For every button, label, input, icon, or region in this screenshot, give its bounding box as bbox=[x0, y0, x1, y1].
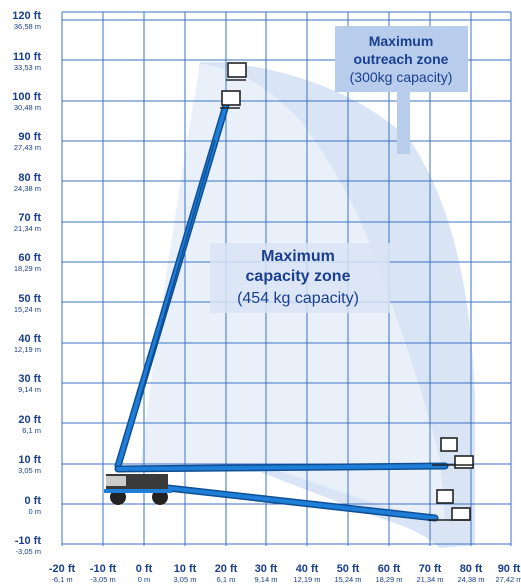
y-tick-m-label: 24,38 m bbox=[14, 184, 41, 193]
y-tick-ft-label: 40 ft bbox=[18, 333, 41, 345]
outreach-zone-label-box bbox=[335, 26, 468, 92]
y-tick-ft-label: 90 ft bbox=[18, 131, 41, 143]
x-tick-ft-label: 90 ft bbox=[498, 563, 521, 575]
capacity-zone-title-line1: Maximum bbox=[261, 248, 335, 265]
y-tick-ft-label: 120 ft bbox=[12, 10, 41, 22]
x-tick-ft-label: 40 ft bbox=[296, 563, 319, 575]
x-tick-ft-label: 0 ft bbox=[136, 563, 153, 575]
y-tick-m-label: 30,48 m bbox=[14, 103, 41, 112]
y-tick-m-label: 6,1 m bbox=[22, 426, 41, 435]
platform-extended-icon bbox=[432, 437, 474, 469]
y-tick-ft-label: 20 ft bbox=[18, 414, 41, 426]
x-tick-m-label: 24,38 m bbox=[457, 575, 484, 584]
y-tick-ft-label: 0 ft bbox=[25, 495, 42, 507]
x-tick-m-label: -6,1 m bbox=[51, 575, 72, 584]
y-tick-ft-label: 30 ft bbox=[18, 373, 41, 385]
y-tick-ft-label: 60 ft bbox=[18, 252, 41, 264]
y-tick-m-label: 21,34 m bbox=[14, 224, 41, 233]
y-tick-ft-label: 110 ft bbox=[13, 51, 41, 63]
x-tick-ft-label: 30 ft bbox=[255, 563, 278, 575]
capacity-zone-title-line2: capacity zone bbox=[246, 268, 351, 285]
y-tick-ft-label: 80 ft bbox=[18, 172, 41, 184]
platform-lowered-icon bbox=[428, 489, 471, 521]
capacity-zone-capacity: (454 kg capacity) bbox=[237, 290, 359, 307]
y-tick-m-label: -3,05 m bbox=[16, 547, 41, 556]
machine-chassis-icon bbox=[104, 474, 172, 505]
x-tick-m-label: 6,1 m bbox=[217, 575, 236, 584]
x-tick-ft-label: 50 ft bbox=[337, 563, 360, 575]
x-tick-ft-label: -10 ft bbox=[90, 563, 117, 575]
outreach-zone-title-line2: outreach zone bbox=[354, 51, 449, 67]
x-tick-m-label: 0 m bbox=[138, 575, 151, 584]
x-tick-ft-label: 80 ft bbox=[460, 563, 483, 575]
x-tick-m-label: 9,14 m bbox=[255, 575, 278, 584]
y-tick-ft-label: 50 ft bbox=[18, 293, 41, 305]
outreach-zone-capacity: (300kg capacity) bbox=[350, 69, 453, 85]
outreach-zone-title-line1: Maximum bbox=[369, 33, 434, 49]
boom-vertical bbox=[114, 91, 233, 470]
x-tick-m-label: -3,05 m bbox=[90, 575, 115, 584]
x-tick-m-label: 12,19 m bbox=[293, 575, 320, 584]
boom-horizontal bbox=[114, 462, 449, 473]
y-tick-m-label: 3,05 m bbox=[18, 466, 41, 475]
y-tick-m-label: 0 m bbox=[28, 507, 41, 516]
x-axis-labels: -20 ft-6,1 m -10 ft-3,05 m 0 ft0 m 10 ft3,0… bbox=[49, 563, 521, 584]
x-tick-m-label: 27,42 m bbox=[495, 575, 521, 584]
capacity-zone-label-box bbox=[210, 243, 390, 313]
y-tick-ft-label: 70 ft bbox=[18, 212, 41, 224]
x-tick-ft-label: 20 ft bbox=[215, 563, 238, 575]
y-tick-m-label: 36,58 m bbox=[14, 22, 41, 31]
x-tick-ft-label: 70 ft bbox=[419, 563, 442, 575]
boom-lowered bbox=[146, 482, 439, 522]
outreach-zone-pointer bbox=[397, 92, 410, 154]
x-tick-ft-label: -20 ft bbox=[49, 563, 76, 575]
y-tick-ft-label: 10 ft bbox=[18, 454, 41, 466]
y-tick-m-label: 12,19 m bbox=[14, 345, 41, 354]
x-tick-m-label: 18,29 m bbox=[375, 575, 402, 584]
y-tick-ft-label: -10 ft bbox=[15, 535, 42, 547]
y-tick-m-label: 15,24 m bbox=[14, 305, 41, 314]
platform-raised-icon bbox=[220, 62, 247, 109]
x-tick-ft-label: 60 ft bbox=[378, 563, 401, 575]
y-tick-m-label: 27,43 m bbox=[14, 143, 41, 152]
y-tick-ft-label: 100 ft bbox=[12, 91, 41, 103]
x-tick-ft-label: 10 ft bbox=[174, 563, 197, 575]
x-tick-m-label: 15,24 m bbox=[334, 575, 361, 584]
y-tick-m-label: 33,53 m bbox=[14, 63, 41, 72]
y-tick-m-label: 18,29 m bbox=[14, 264, 41, 273]
y-tick-m-label: 9,14 m bbox=[18, 385, 41, 394]
x-tick-m-label: 21,34 m bbox=[416, 575, 443, 584]
x-tick-m-label: 3,05 m bbox=[174, 575, 197, 584]
